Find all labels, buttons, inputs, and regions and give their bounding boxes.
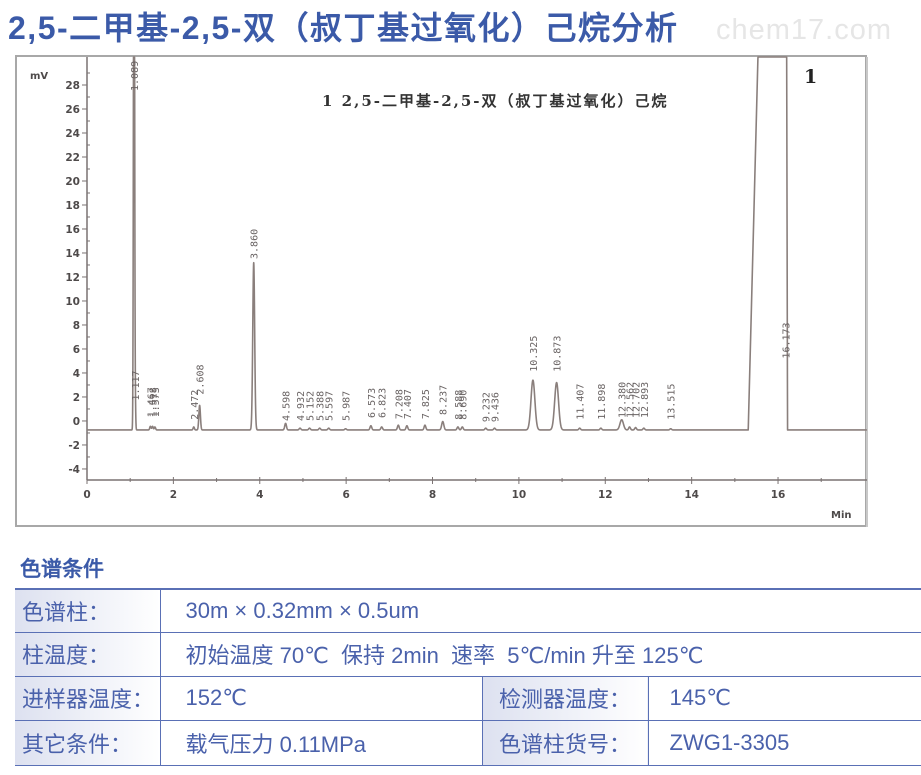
y-tick-label: 24 [65,128,80,140]
row-label-column-temperature: 柱温度： [15,631,160,677]
y-tick-label: -2 [68,440,80,452]
row-value-column-part-number: ZWG1-3305 [647,719,921,766]
peak-label: 5.388 [316,391,327,421]
chromatogram-chart: -4 -2 0 2 4 6 8 10 12 14 16 18 20 22 24 26 28 0 2 4 6 8 10 12 14… [15,55,868,528]
row-value-other-conditions: 载气压力 0.11MPa [159,719,482,766]
peak-label: 5.597 [325,391,336,421]
row-label-column: 色谱柱： [15,588,160,633]
row-value-column: 30m × 0.32mm × 0.5um [159,588,921,633]
row-label-other-conditions: 其它条件： [15,719,160,766]
x-tick-label: 14 [684,489,699,501]
x-tick-label: 8 [429,489,436,501]
x-tick-label: 10 [512,489,527,501]
peak-label: 10.873 [553,336,564,372]
peak-label: 1.573 [151,387,162,417]
peak-label: 10.325 [529,336,540,372]
peak-label: 8.588 [454,390,465,420]
peak-label: 9.232 [482,392,493,422]
peak-label: 5.987 [342,391,353,421]
page-title: 2,5-二甲基-2,5-双（叔丁基过氧化）己烷分析 [8,10,679,46]
y-tick-label: 4 [73,368,80,380]
peak-label: 11.898 [597,384,608,420]
peak-label: 6.573 [367,388,378,418]
y-tick-label: 14 [65,248,80,260]
chart-frame [15,55,867,527]
table-row: 色谱柱： 30m × 0.32mm × 0.5um [15,588,921,633]
x-tick-label: 0 [83,489,90,501]
table-row: 其它条件： 载气压力 0.11MPa 色谱柱货号： ZWG1-3305 [15,719,921,766]
peak-label: 4.598 [282,391,293,421]
peak-label: 1.467 [146,387,157,417]
peak-label: 6.823 [378,388,389,418]
y-tick-label: 6 [73,344,80,356]
row-value-injector-temperature: 152℃ [159,675,482,721]
table-row: 柱温度： 初始温度 70℃ 保持 2min 速率 5℃/min 升至 125℃ [15,631,921,677]
table-row: 进样器温度： 152℃ 检测器温度： 145℃ [15,675,921,721]
section-heading-conditions: 色谱条件 [20,558,104,581]
y-tick-label: 16 [65,224,80,236]
row-label-column-part-number: 色谱柱货号： [481,719,648,766]
y-tick-label: 28 [65,80,80,92]
row-label-injector-temperature: 进样器温度： [15,675,160,721]
peak-label: 8.237 [439,385,450,415]
peak-label: 9.436 [491,392,502,422]
watermark: chem17.com [716,14,893,46]
peak-label: 7.208 [394,389,405,419]
y-tick-label: 10 [65,296,80,308]
peak-label: 1.518 [149,387,160,417]
peak-label: 7.407 [403,389,414,419]
peak-label: 4.932 [296,391,307,421]
y-tick-label: 8 [73,320,80,332]
y-unit-label: mV [30,71,48,82]
x-tick-label: 12 [598,489,613,501]
x-tick-label: 6 [342,489,349,501]
peak-label: 12.893 [640,382,651,418]
y-tick-label: 20 [65,176,80,188]
peak-label: 1.117 [131,370,142,400]
peak-label: 8.690 [458,390,469,420]
peak-label: 12.562 [626,382,637,418]
peak-label: 12.702 [632,382,643,418]
row-value-column-temperature: 初始温度 70℃ 保持 2min 速率 5℃/min 升至 125℃ [159,631,921,677]
peak-label: 12.380 [618,382,629,418]
y-tick-label: 2 [73,392,80,404]
row-label-detector-temperature: 检测器温度： [481,675,648,721]
peak-label: 1.089 [130,61,141,91]
x-tick-label: 2 [170,489,177,501]
chart-trace-group [86,56,868,431]
y-tick-label: 12 [65,272,80,284]
compound-annotation: 1 2,5-二甲基-2,5-双（叔丁基过氧化）己烷 [322,92,669,110]
peak-label: 5.152 [306,391,317,421]
y-tick-label: 22 [65,152,80,164]
y-tick-label: 18 [65,200,80,212]
peak-label: 7.825 [421,389,432,419]
conditions-table: 色谱柱： 30m × 0.32mm × 0.5um 柱温度： 初始温度 70℃ … [15,588,921,766]
peak-label: 11.407 [576,384,587,420]
peak-label: 13.515 [667,384,678,420]
peak-label: 2.608 [196,364,207,394]
x-unit-label: Min [831,510,852,521]
x-tick-label: 16 [771,489,786,501]
y-tick-label: -4 [68,464,80,476]
peak-number-marker: 1 [804,66,817,88]
y-tick-label: 26 [65,104,80,116]
peak-label: 16.173 [782,322,793,358]
peak-label: 3.860 [250,229,261,259]
x-tick-label: 4 [256,489,263,501]
peak-label: 2.472 [190,390,201,420]
y-tick-label: 0 [73,416,80,428]
chromatogram-trace [86,56,868,431]
row-value-detector-temperature: 145℃ [647,675,921,721]
